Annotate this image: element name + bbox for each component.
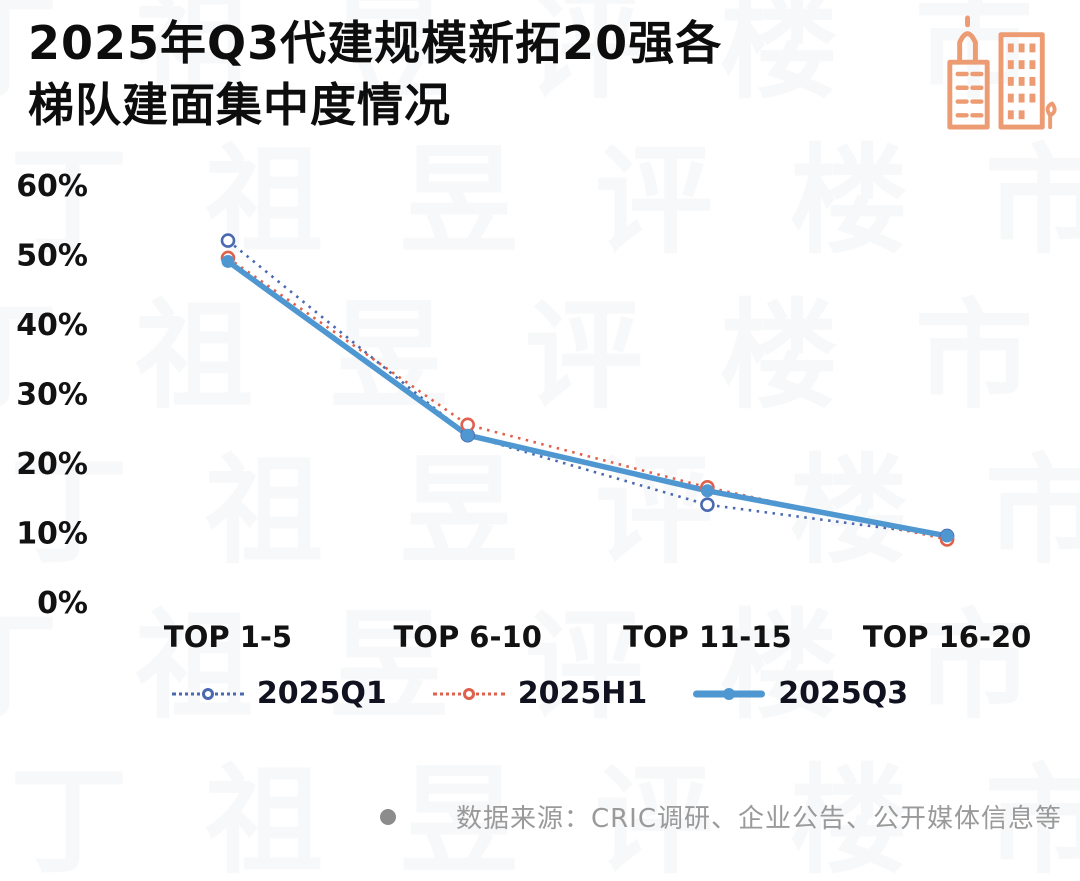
x-axis-category-label: TOP 6-10 [394, 620, 542, 654]
legend-label: 2025Q3 [778, 676, 909, 711]
legend-label: 2025H1 [517, 676, 648, 711]
y-axis-tick-label: 50% [16, 239, 88, 274]
x-axis-category-label: TOP 1-5 [164, 620, 292, 654]
legend-item-2025Q1: 2025Q1 [171, 676, 387, 711]
data-point-2025Q1 [700, 497, 715, 513]
legend-item-2025H1: 2025H1 [432, 676, 648, 711]
y-axis-tick-label: 20% [16, 447, 88, 482]
legend-label: 2025Q1 [256, 676, 387, 711]
buildings-icon [940, 10, 1058, 142]
series-line-2025Q1 [227, 239, 948, 538]
data-point-2025Q3 [940, 529, 954, 543]
legend-swatch-icon [693, 686, 766, 702]
chart-legend: 2025Q1 2025H1 2025Q3 [0, 676, 1080, 711]
x-axis-category-label: TOP 16-20 [863, 620, 1032, 654]
data-point-2025Q3 [461, 428, 475, 442]
page-header: 2025年Q3代建规模新拓20强各 梯队建面集中度情况 [28, 12, 908, 136]
page-title-line-2: 梯队建面集中度情况 [28, 78, 451, 133]
legend-swatch-icon [432, 686, 505, 702]
legend-swatch-icon [171, 686, 244, 702]
data-point-2025Q3 [221, 254, 235, 268]
data-point-2025Q3 [700, 484, 714, 498]
line-chart: 0% 10% 20% 30% 40% 50% 60% TOP 1-5 TOP 6-10 TOP 1… [0, 155, 1080, 674]
legend-item-2025Q3: 2025Q3 [693, 676, 908, 711]
source-footer: 数据来源：CRIC调研、企业公告、公开媒体信息等 [0, 798, 1080, 835]
y-axis-tick-label: 0% [37, 586, 88, 621]
bullet-dot-icon [379, 808, 396, 825]
y-axis-tick-label: 60% [16, 169, 88, 204]
x-axis-category-label: TOP 11-15 [623, 620, 792, 654]
series-line-2025Q3 [225, 258, 950, 539]
page-title-line-1: 2025年Q3代建规模新拓20强各 [28, 16, 723, 70]
source-text: 数据来源：CRIC调研、企业公告、公开媒体信息等 [455, 804, 1062, 834]
data-point-2025Q1 [220, 233, 236, 248]
y-axis-tick-label: 30% [16, 378, 88, 413]
chart-canvas: 0% 10% 20% 30% 40% 50% 60% TOP 1-5 TOP 6-10 TOP 1… [16, 169, 1032, 654]
series-line-2025H1 [227, 256, 948, 541]
y-axis-tick-label: 10% [16, 517, 88, 552]
y-axis-tick-label: 40% [16, 308, 88, 343]
